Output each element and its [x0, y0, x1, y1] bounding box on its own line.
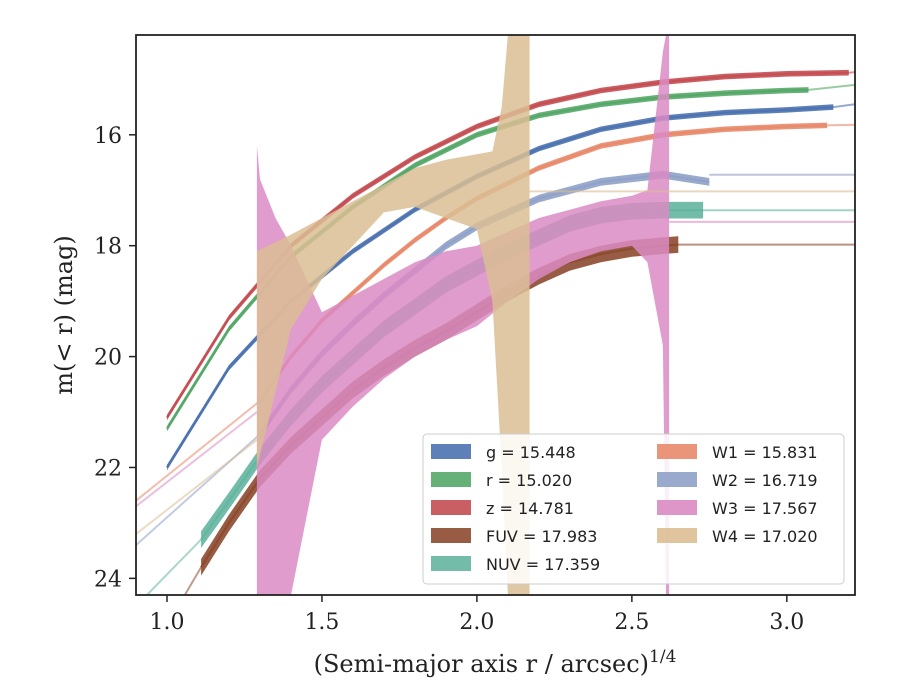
- series-NUV-extrapolation-inner: [145, 538, 202, 595]
- legend-label: W2 = 16.719: [712, 471, 818, 490]
- series-W1-extrapolation-inner: [136, 400, 261, 502]
- legend-item-W4: W4 = 17.020: [657, 527, 818, 546]
- legend-swatch: [431, 556, 471, 571]
- legend-box: [422, 433, 845, 585]
- y-tick-label: 22: [94, 456, 122, 481]
- x-tick-label: 2.5: [614, 610, 649, 635]
- legend-item-W1: W1 = 15.831: [657, 443, 818, 462]
- legend-swatch: [657, 528, 697, 543]
- legend-swatch: [657, 500, 697, 515]
- legend-swatch: [657, 444, 697, 459]
- x-axis: 1.0 1.5 2.0 2.5 3.0: [149, 595, 804, 635]
- y-tick-label: 18: [94, 235, 122, 260]
- x-axis-label: (Semi-major axis r / arcsec)1/4: [314, 647, 677, 678]
- legend-item-z: z = 14.781: [431, 499, 574, 518]
- series-g-extrapolation-outer: [833, 103, 855, 109]
- x-axis-label-exponent: 1/4: [649, 647, 676, 667]
- legend-label: g = 15.448: [486, 443, 576, 462]
- y-tick-label: 16: [94, 124, 122, 149]
- legend-item-r: r = 15.020: [431, 471, 572, 490]
- y-tick-label: 24: [94, 567, 122, 592]
- series-layer: [136, 35, 855, 595]
- series-W1-extrapolation-outer: [827, 123, 855, 127]
- series-W3: [136, 35, 855, 595]
- legend-swatch: [431, 500, 471, 515]
- legend-item-W3: W3 = 17.567: [657, 499, 818, 518]
- legend-label: W1 = 15.831: [712, 443, 818, 462]
- legend: g = 15.448 r = 15.020 z = 14.781 FUV = 17.9…: [422, 433, 845, 585]
- legend-item-FUV: FUV = 17.983: [431, 527, 597, 546]
- legend-swatch: [431, 444, 471, 459]
- series-FUV-extrapolation-inner: [183, 566, 202, 595]
- series-W4-band: [256, 35, 530, 595]
- series-W3-extrapolation-inner: [136, 411, 258, 508]
- legend-label: NUV = 17.359: [486, 555, 600, 574]
- legend-label: FUV = 17.983: [486, 527, 597, 546]
- y-axis-label: m(< r) (mag): [50, 235, 78, 394]
- legend-label: W4 = 17.020: [712, 527, 818, 546]
- series-W4-extrapolation-inner: [136, 439, 258, 535]
- legend-swatch: [431, 528, 471, 543]
- x-tick-label: 1.5: [304, 610, 339, 635]
- series-z-extrapolation-outer: [848, 71, 855, 74]
- legend-swatch: [657, 472, 697, 487]
- y-axis: 16 18 20 22 24: [94, 124, 136, 592]
- legend-item-W2: W2 = 16.719: [657, 471, 818, 490]
- series-W4: [136, 35, 855, 595]
- legend-label: z = 14.781: [486, 499, 574, 518]
- legend-swatch: [431, 472, 471, 487]
- series-W3-band: [256, 35, 670, 595]
- series-r-extrapolation-outer: [808, 83, 855, 91]
- legend-item-g: g = 15.448: [431, 443, 576, 462]
- y-tick-label: 20: [94, 346, 122, 371]
- legend-label: W3 = 17.567: [712, 499, 818, 518]
- legend-label: r = 15.020: [486, 471, 572, 490]
- legend-item-NUV: NUV = 17.359: [431, 555, 600, 574]
- plot-frame: [135, 34, 856, 596]
- x-tick-label: 2.0: [459, 610, 494, 635]
- x-tick-label: 3.0: [769, 610, 804, 635]
- x-tick-label: 1.0: [149, 610, 184, 635]
